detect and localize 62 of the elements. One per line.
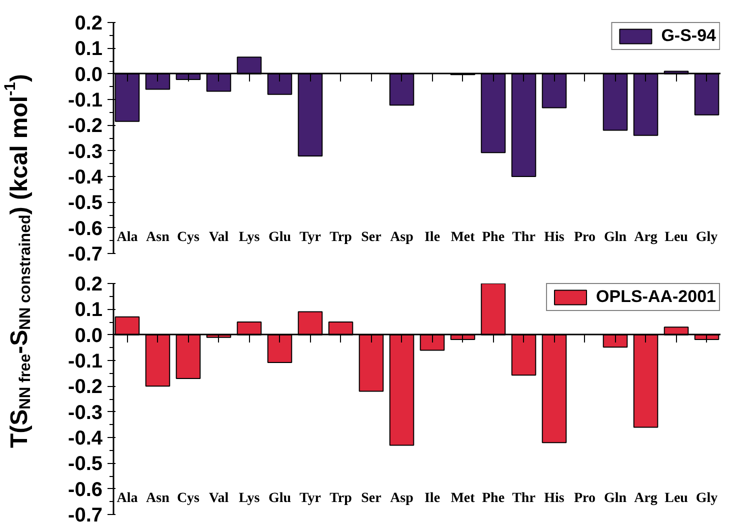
x-tick-label: Trp xyxy=(330,230,352,245)
y-tick-label: -0.3 xyxy=(68,402,103,424)
y-tick-label: -0.5 xyxy=(68,453,103,476)
x-tick-label: Asp xyxy=(390,490,414,506)
x-tick-label: Ile xyxy=(424,230,440,245)
y-tick-label: -0.1 xyxy=(68,90,103,112)
y-tick-label: -0.6 xyxy=(68,478,103,501)
y-tick-label: -0.2 xyxy=(68,376,103,398)
legend-label: OPLS-AA-2001 xyxy=(596,287,716,307)
x-tick-label: Gln xyxy=(604,490,627,506)
x-tick-label: Gln xyxy=(604,230,627,245)
x-tick-label: Thr xyxy=(512,230,536,245)
x-tick-label: Gly xyxy=(696,230,718,245)
x-tick-label: Asn xyxy=(146,230,170,245)
x-tick-label: Tyr xyxy=(299,230,321,245)
y-tick-label: -0.4 xyxy=(68,166,104,188)
x-tick-label: Thr xyxy=(512,490,536,506)
x-tick-label: His xyxy=(544,230,565,245)
x-tick-label: Lys xyxy=(238,490,260,506)
x-tick-label: Leu xyxy=(664,490,688,506)
x-tick-label: Phe xyxy=(482,490,505,506)
x-tick-label: His xyxy=(544,490,565,506)
y-tick-label: -0.7 xyxy=(68,244,103,266)
y-tick-label: -0.3 xyxy=(68,140,103,163)
y-tick-label: 0.1 xyxy=(74,299,103,322)
x-tick-label: Asn xyxy=(146,490,170,506)
x-tick-label: Ala xyxy=(116,230,138,245)
x-tick-label: Gly xyxy=(696,490,718,506)
x-tick-label: Arg xyxy=(634,490,658,506)
x-tick-label: Glu xyxy=(268,230,292,245)
x-tick-label: Val xyxy=(208,490,229,506)
x-tick-label: Tyr xyxy=(299,490,321,506)
x-tick-label: Asp xyxy=(390,230,414,245)
y-tick-label: -0.6 xyxy=(68,218,103,240)
x-tick-label: Ile xyxy=(424,490,440,506)
x-tick-label: Met xyxy=(450,230,476,245)
x-tick-label: Cys xyxy=(176,230,200,245)
y-tick-label: -0.4 xyxy=(68,428,104,450)
x-tick-label: Pro xyxy=(574,490,596,506)
x-tick-label: Cys xyxy=(176,490,200,506)
y-tick-label: 0.1 xyxy=(74,38,103,60)
x-tick-label: Ala xyxy=(116,490,138,506)
y-tick-label: -0.1 xyxy=(68,350,103,372)
x-tick-label: Glu xyxy=(268,490,292,506)
x-tick-label: Arg xyxy=(634,230,658,245)
y-tick-label: 0.2 xyxy=(74,274,103,296)
x-tick-label: Met xyxy=(450,490,476,506)
legend-label: G-S-94 xyxy=(661,26,716,46)
x-tick-label: Phe xyxy=(482,230,505,245)
x-tick-label: Leu xyxy=(664,230,688,245)
y-tick-label: 0.0 xyxy=(74,64,103,86)
y-tick-label: -0.7 xyxy=(68,504,103,523)
x-tick-label: Trp xyxy=(330,490,352,506)
y-tick-label: 0.0 xyxy=(74,324,103,347)
y-tick-label: -0.5 xyxy=(68,192,103,214)
x-tick-label: Pro xyxy=(574,230,596,245)
x-tick-label: Lys xyxy=(238,230,260,245)
y-tick-label: 0.2 xyxy=(74,12,103,34)
y-tick-label: -0.2 xyxy=(68,115,103,138)
x-tick-label: Val xyxy=(208,230,229,245)
x-tick-label: Ser xyxy=(361,230,382,245)
x-tick-label: Ser xyxy=(361,490,382,506)
